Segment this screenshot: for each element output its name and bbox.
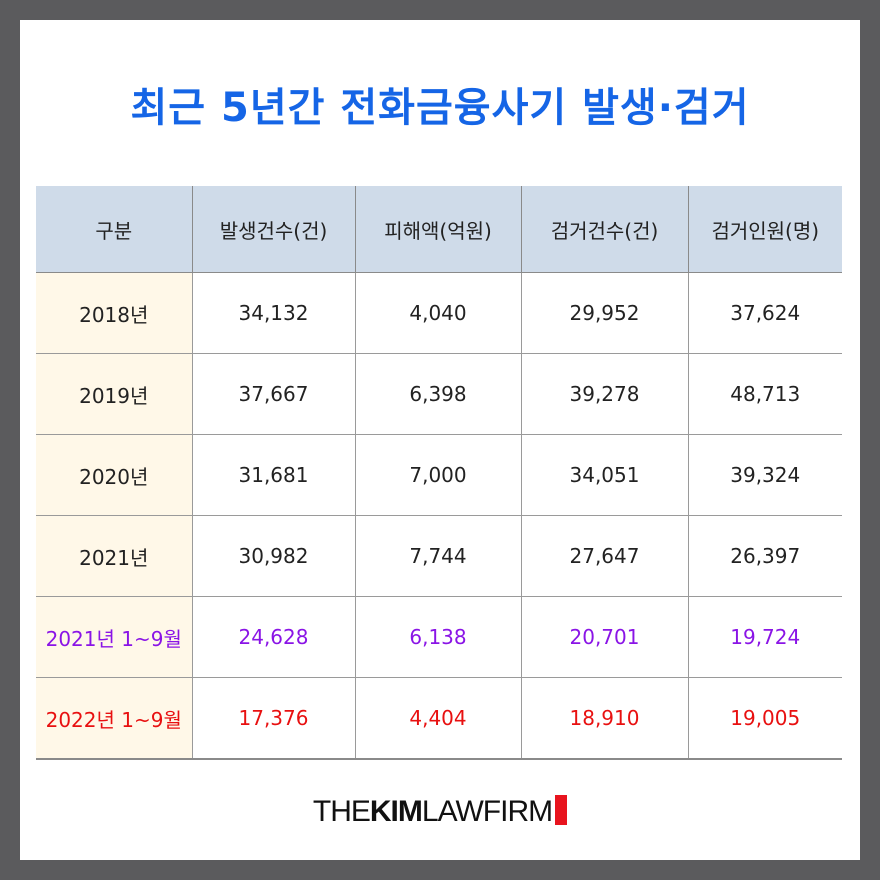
cell-arrest-cases: 20,701 [520, 596, 688, 678]
cell-occurrences: 30,982 [191, 515, 355, 597]
statistics-table: 구분 발생건수(건) 피해액(억원) 검거건수(건) 검거인원(명) 2018년… [36, 186, 842, 760]
cell-damage-amount: 4,404 [354, 677, 521, 760]
cell-damage-amount: 6,138 [354, 596, 521, 678]
cell-arrested-persons: 48,713 [687, 353, 842, 435]
cell-arrested-persons: 39,324 [687, 434, 842, 516]
cell-arrested-persons: 37,624 [687, 272, 842, 354]
cell-arrested-persons: 26,397 [687, 515, 842, 597]
cell-arrest-cases: 18,910 [520, 677, 688, 760]
row-label: 2021년 [36, 515, 192, 597]
cell-arrest-cases: 29,952 [520, 272, 688, 354]
logo-text-lawfirm: LAWFIRM [421, 795, 553, 828]
header-occurrences: 발생건수(건) [191, 186, 355, 273]
logo-text-the: THE [312, 795, 371, 828]
cell-occurrences: 31,681 [191, 434, 355, 516]
law-firm-logo: THEKIMLAWFIRM [20, 794, 860, 830]
cell-damage-amount: 4,040 [354, 272, 521, 354]
row-label: 2019년 [36, 353, 192, 435]
table-row: 2021년 30,982 7,744 27,647 26,397 [36, 515, 842, 597]
table-row: 2020년 31,681 7,000 34,051 39,324 [36, 434, 842, 516]
row-label: 2021년 1~9월 [36, 596, 192, 678]
infographic-card: 최근 5년간 전화금융사기 발생·검거 구분 발생건수(건) 피해액(억원) 검… [20, 20, 860, 860]
cell-arrested-persons: 19,005 [687, 677, 842, 760]
cell-occurrences: 34,132 [191, 272, 355, 354]
table-row: 2022년 1~9월 17,376 4,404 18,910 19,005 [36, 677, 842, 760]
header-category: 구분 [36, 186, 192, 273]
logo-red-mark-icon [555, 795, 568, 825]
cell-arrested-persons: 19,724 [687, 596, 842, 678]
header-arrested-persons: 검거인원(명) [687, 186, 842, 273]
row-label: 2022년 1~9월 [36, 677, 192, 760]
cell-damage-amount: 6,398 [354, 353, 521, 435]
cell-occurrences: 24,628 [191, 596, 355, 678]
cell-damage-amount: 7,000 [354, 434, 521, 516]
cell-occurrences: 37,667 [191, 353, 355, 435]
table-row: 2019년 37,667 6,398 39,278 48,713 [36, 353, 842, 435]
header-arrest-cases: 검거건수(건) [520, 186, 688, 273]
cell-arrest-cases: 27,647 [520, 515, 688, 597]
table-row: 2021년 1~9월 24,628 6,138 20,701 19,724 [36, 596, 842, 678]
row-label: 2020년 [36, 434, 192, 516]
cell-occurrences: 17,376 [191, 677, 355, 760]
table-row: 2018년 34,132 4,040 29,952 37,624 [36, 272, 842, 354]
cell-arrest-cases: 39,278 [520, 353, 688, 435]
logo-text-kim: KIM [369, 795, 423, 828]
page-title: 최근 5년간 전화금융사기 발생·검거 [130, 85, 750, 131]
cell-damage-amount: 7,744 [354, 515, 521, 597]
table-header-row: 구분 발생건수(건) 피해액(억원) 검거건수(건) 검거인원(명) [36, 186, 842, 273]
row-label: 2018년 [36, 272, 192, 354]
cell-arrest-cases: 34,051 [520, 434, 688, 516]
header-damage-amount: 피해액(억원) [354, 186, 521, 273]
